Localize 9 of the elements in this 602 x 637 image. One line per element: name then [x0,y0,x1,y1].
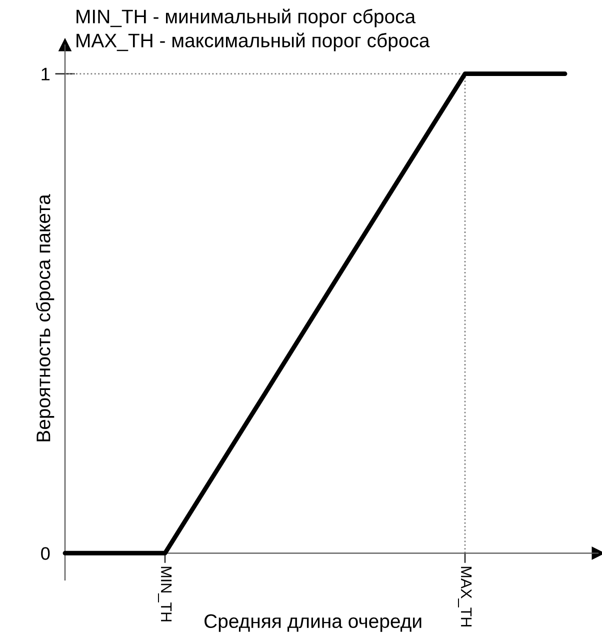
x-tick-label: MAX_TH [458,566,472,626]
y-tick-label: 1 [42,68,50,80]
text: MIN_TH - минимальный порог сброса [76,8,416,28]
line-series [62,72,568,556]
y-axis-title: Вероятность сброса пакета [36,194,54,442]
y-tick-label: 0 [41,547,50,560]
x-axis-title: Средняя длина очереди [204,614,422,632]
x-tick-label: MIN_TH [158,566,172,622]
annotation: MAX_TH - максимальный порог сброса [76,32,430,52]
